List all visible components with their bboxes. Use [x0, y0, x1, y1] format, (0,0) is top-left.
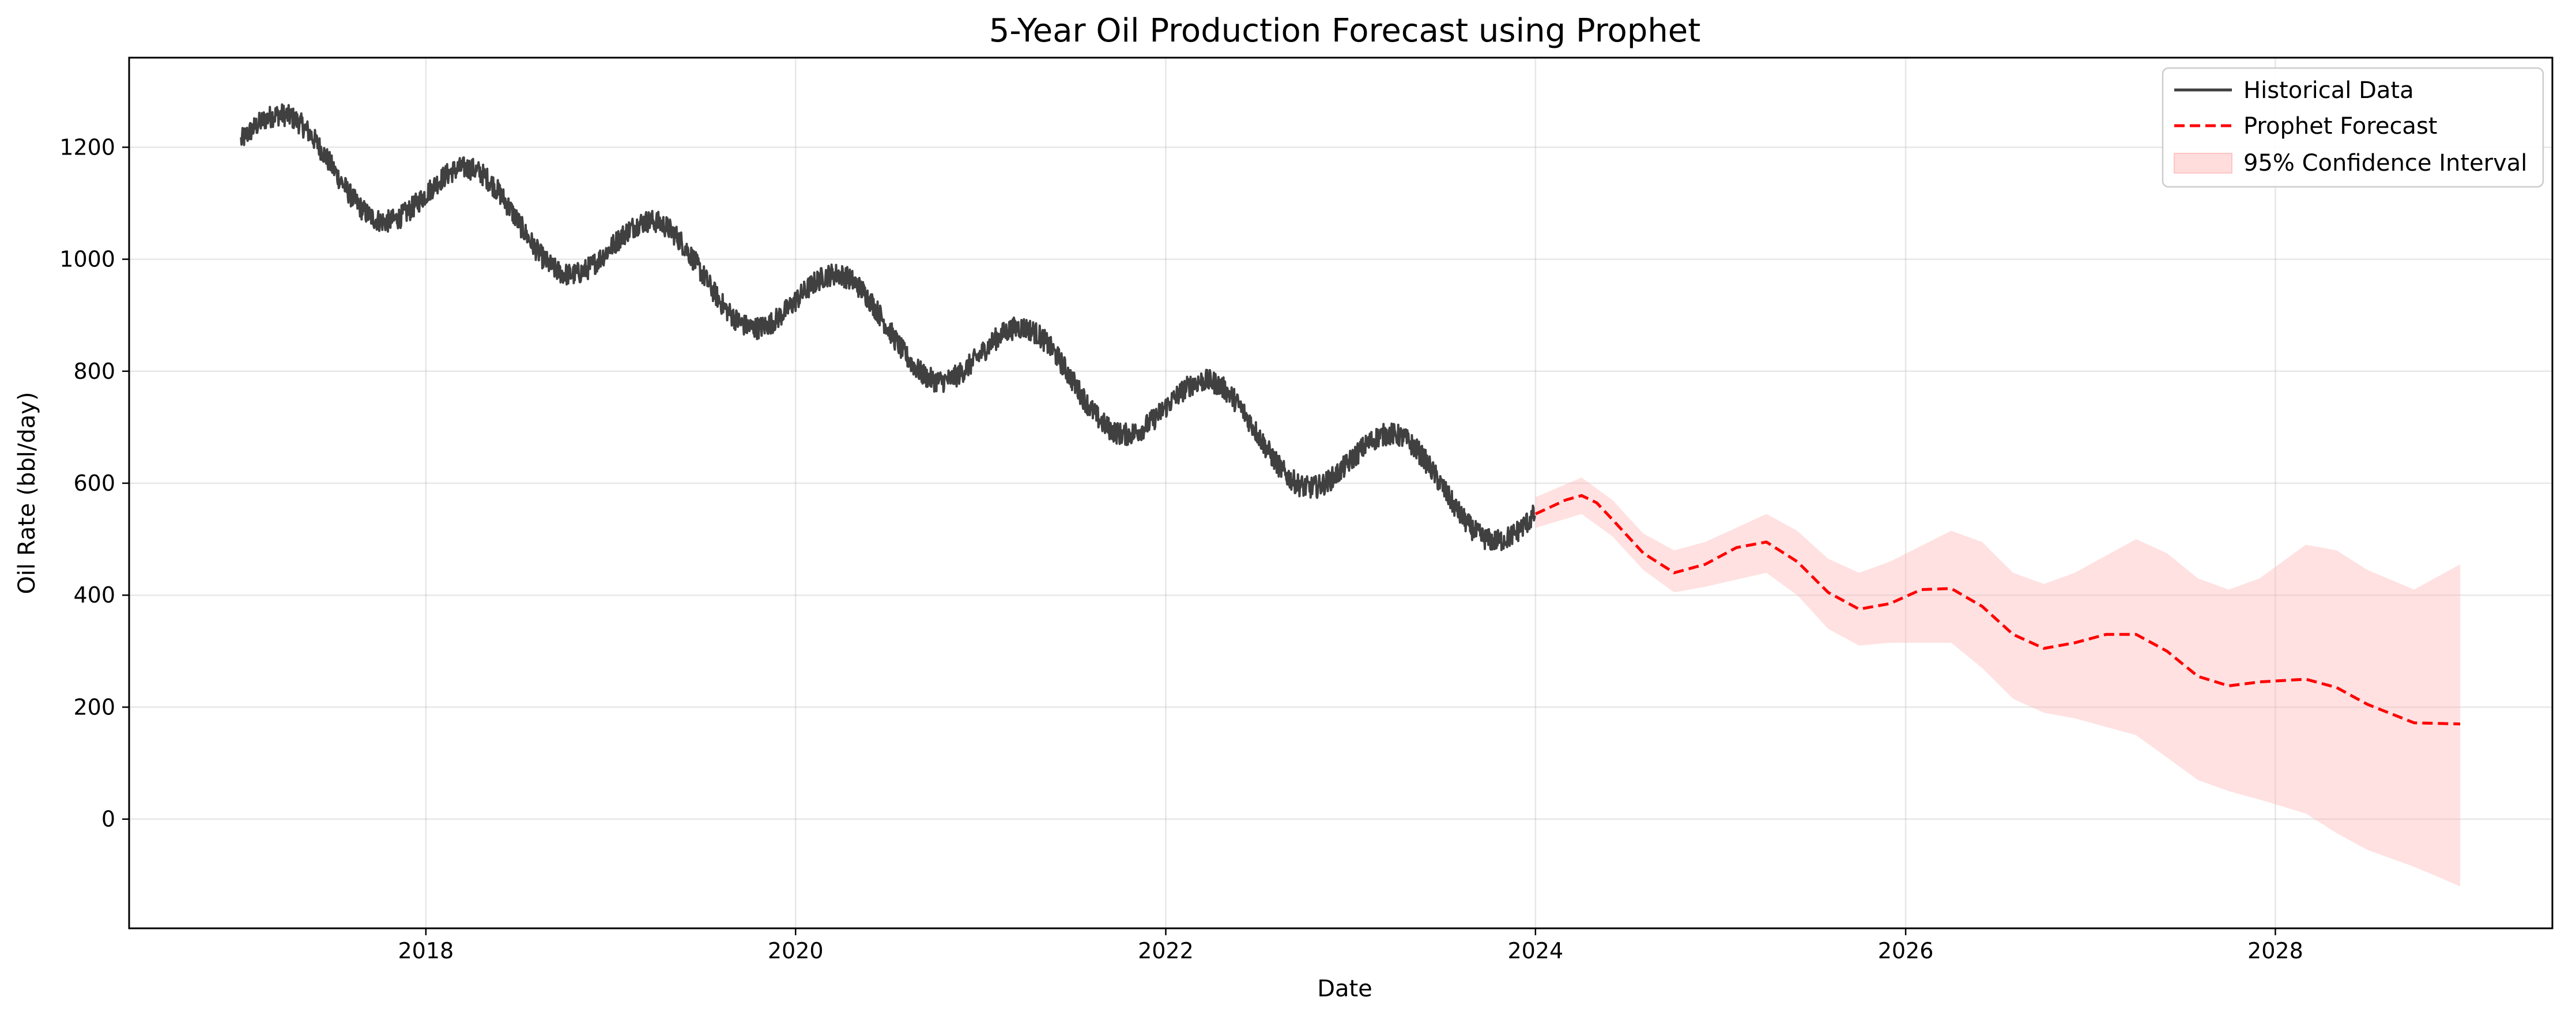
- x-tick-label: 2026: [1878, 938, 1934, 963]
- y-tick-label: 800: [73, 359, 115, 384]
- y-tick-label: 600: [73, 471, 115, 496]
- legend-confidence-label: 95% Confidence Interval: [2243, 150, 2527, 176]
- historical-data-line: [240, 103, 1536, 551]
- legend-confidence-swatch: [2174, 153, 2232, 174]
- y-tick-label: 0: [101, 807, 115, 832]
- legend: Historical Data Prophet Forecast 95% Con…: [2162, 67, 2544, 188]
- x-tick-label: 2028: [2247, 938, 2303, 963]
- grid-lines: [129, 58, 2552, 928]
- x-axis-label: Date: [1317, 976, 1372, 1002]
- x-tick-label: 2020: [768, 938, 824, 963]
- x-tick-label: 2022: [1138, 938, 1194, 963]
- x-tick-label: 2018: [398, 938, 454, 963]
- y-tick-label: 200: [73, 694, 115, 720]
- legend-frame: [2162, 67, 2544, 188]
- legend-forecast-label: Prophet Forecast: [2243, 113, 2437, 140]
- y-tick-label: 400: [73, 582, 115, 608]
- confidence-band: [1535, 477, 2461, 887]
- historical-series-layer: [240, 103, 1536, 551]
- confidence-band-layer: [1535, 477, 2461, 887]
- y-axis-ticks: 0 200 400 600 800 1000 1200: [59, 134, 129, 832]
- y-tick-label: 1200: [59, 134, 115, 160]
- y-axis-label: Oil Rate (bbl/day): [14, 392, 40, 594]
- x-tick-label: 2024: [1507, 938, 1563, 963]
- plot-frame: [128, 57, 2554, 929]
- x-axis-ticks: 2018 2020 2022 2024 2026 2028: [398, 928, 2303, 963]
- legend-historical-label: Historical Data: [2243, 77, 2414, 104]
- y-tick-label: 1000: [59, 247, 115, 272]
- chart-title: 5-Year Oil Production Forecast using Pro…: [989, 12, 1700, 50]
